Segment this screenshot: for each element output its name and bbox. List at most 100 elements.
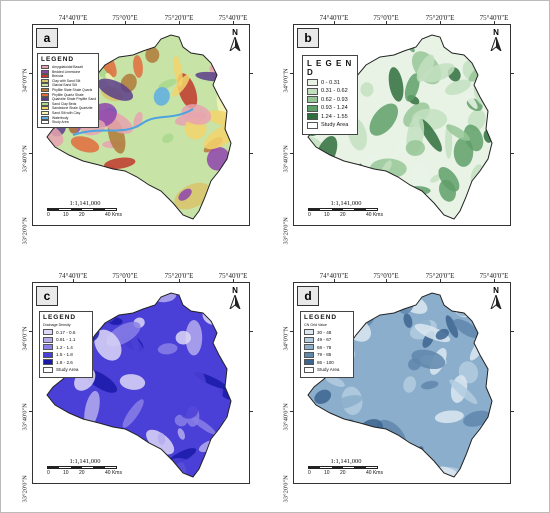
legend-swatch	[41, 87, 49, 92]
legend-item-label: Sand Clay Beds	[52, 101, 77, 106]
legend-swatch	[41, 101, 49, 106]
map-region	[201, 293, 228, 299]
scale-segment	[354, 467, 366, 468]
legend-swatch	[307, 113, 318, 121]
longitude-label: 74°40'0"E	[319, 272, 349, 280]
map-region	[446, 124, 470, 141]
scale-segment	[93, 209, 105, 210]
legend-swatch	[43, 344, 53, 351]
tick	[249, 411, 253, 412]
longitude-label: 75°0'0"E	[373, 272, 399, 280]
legend-swatch	[307, 121, 318, 129]
scale-tick-label: 0	[47, 470, 50, 476]
map-legend: LEGEND Drainage Density 0.17 - 0.6 0.61 - 1…	[39, 311, 93, 378]
tick	[334, 279, 335, 283]
map-region	[369, 174, 382, 190]
scale-ratio: 1:1,141,000	[330, 200, 362, 207]
legend-swatch	[43, 329, 53, 335]
legend-item-label: Study Area	[321, 122, 349, 129]
legend-title: LEGEND	[41, 56, 75, 63]
scale-tick-label: 40 Kms	[366, 470, 383, 476]
legend-swatch	[41, 97, 49, 102]
latitude-label: 33°20'0"N	[21, 217, 29, 245]
legend-item-label: 0 - 0.31	[321, 79, 340, 86]
longitude-label: 75°20'0"E	[164, 14, 194, 22]
map-region	[174, 182, 211, 210]
map-region	[328, 293, 350, 303]
map-region	[414, 401, 436, 426]
scale-tick-label: 40 Kms	[366, 212, 383, 218]
legend-item-label: 49 - 67	[317, 337, 332, 343]
map-region	[476, 211, 492, 219]
scale-segment	[82, 209, 93, 210]
latitude-label: 33°20'0"N	[282, 475, 290, 503]
legend-title: LEGEND	[43, 314, 77, 321]
legend-item-label: Study Area	[317, 367, 340, 373]
map-region	[179, 402, 198, 419]
longitude-label: 75°0'0"E	[373, 14, 399, 22]
legend-item: Clay with Sand Silt	[41, 78, 95, 83]
map-region	[162, 133, 174, 144]
map-region	[84, 390, 100, 428]
map-region	[459, 468, 482, 477]
north-label: N	[493, 286, 499, 295]
map-region	[181, 104, 212, 125]
latitude-label: 33°40'0"N	[282, 145, 290, 173]
legend-swatch	[41, 106, 49, 111]
legend-item-label: Study Area	[52, 120, 69, 125]
map-region	[218, 443, 231, 466]
legend-title: LEGEND	[304, 314, 338, 321]
tick	[440, 21, 441, 25]
map-region	[445, 79, 471, 96]
map-region	[463, 124, 484, 152]
north-arrow-shape	[228, 35, 242, 53]
scale-segment	[59, 467, 70, 468]
map-region	[157, 343, 178, 355]
scale-tick-label: 40 Kms	[105, 470, 122, 476]
legend-item: 30 - 48	[304, 329, 350, 335]
map-region	[106, 42, 117, 55]
panel-label: b	[297, 28, 319, 48]
legend-item-label: 1.8 - 2.6	[56, 359, 73, 365]
legend-item-label: 1.2 - 1.4	[56, 344, 73, 350]
tick	[29, 331, 33, 332]
map-region	[122, 399, 144, 428]
map-region	[315, 173, 338, 194]
map-region	[422, 63, 455, 83]
latitude-label: 33°40'0"N	[21, 145, 29, 173]
legend-item-label: 79 - 85	[317, 352, 332, 358]
scale-bar: 1:1,141,000 0 10 20 40 Kms	[47, 458, 137, 477]
map-region	[145, 308, 157, 331]
tick	[510, 73, 514, 74]
longitude-label: 74°40'0"E	[58, 272, 88, 280]
legend-item-label: 1.24 - 1.55	[321, 113, 348, 120]
legend-item: Sand Clay Beds	[41, 101, 95, 106]
tick	[179, 279, 180, 283]
tick	[233, 21, 234, 25]
map-region	[411, 349, 446, 370]
map-legend: LEGEND CN Grid Value 30 - 48 49 - 67 68 - 78…	[300, 311, 354, 378]
scale-tick-label: 20	[79, 470, 85, 476]
scale-segment	[331, 467, 343, 468]
map-region	[83, 173, 101, 190]
legend-item-label: 0.17 - 0.6	[56, 329, 76, 335]
tick	[440, 279, 441, 283]
tick	[494, 279, 495, 283]
map-region	[403, 376, 416, 393]
legend-item: Glacial Sand Silt	[41, 83, 95, 88]
map-region	[403, 313, 413, 328]
legend-item: Phyllite Slate Shale Quartz	[41, 87, 95, 92]
legend-swatch	[41, 92, 49, 97]
legend-item: 0.93 - 1.24	[307, 104, 353, 112]
tick	[386, 21, 387, 25]
legend-item-label: Sand Silt with Clay	[52, 110, 81, 115]
map-region	[482, 332, 492, 352]
scale-segment	[320, 209, 331, 210]
scale-tick-label: 10	[324, 470, 330, 476]
map-region	[208, 382, 222, 399]
longitude-label: 75°40'0"E	[479, 14, 509, 22]
legend-item: Study Area	[307, 121, 353, 129]
map-region	[104, 157, 136, 170]
study-area-boundary	[307, 34, 493, 220]
legend-item-label: Bedded Limestone	[52, 69, 81, 74]
